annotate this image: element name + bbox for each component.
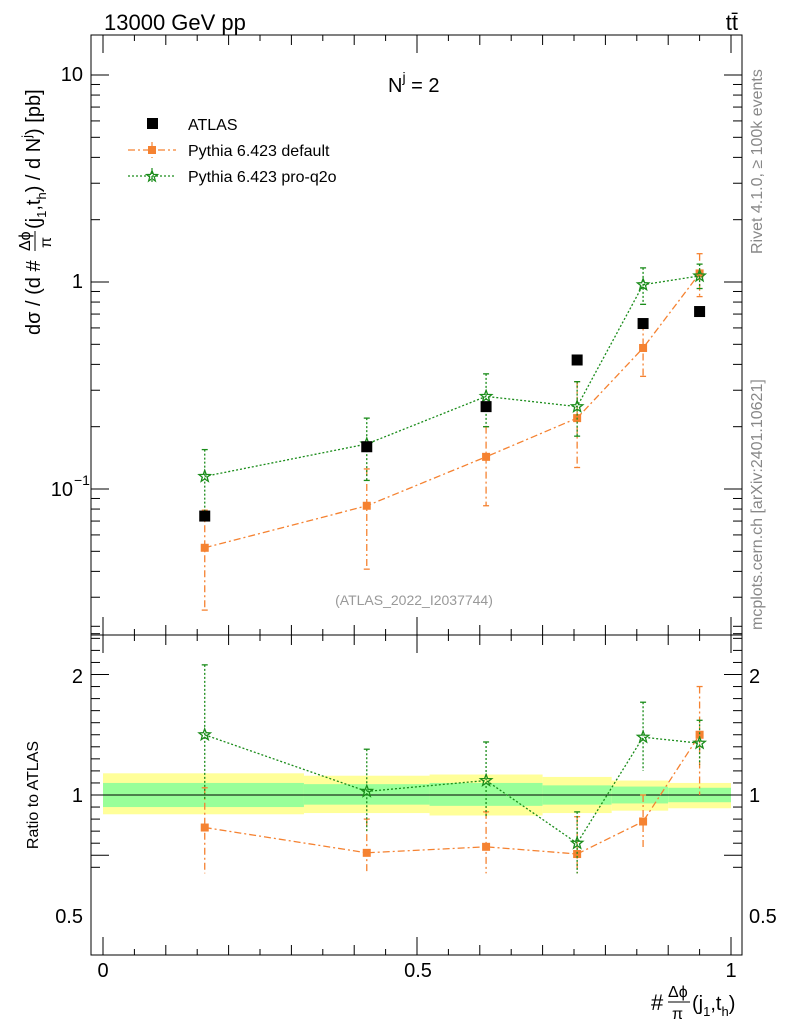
pythia-proq2o-main-point-3 bbox=[569, 398, 585, 414]
atlas-point-5 bbox=[694, 306, 706, 318]
pythia-default-ratio-point-3 bbox=[573, 850, 582, 859]
jet-multiplicity-annotation: Nj = 2 bbox=[388, 69, 440, 97]
atlas-point-2 bbox=[480, 401, 492, 413]
pythia-default-ratio-point-1 bbox=[362, 848, 371, 857]
y-tick-label-0.1: 10 bbox=[51, 479, 73, 501]
energy-label: 13000 GeV pp bbox=[104, 10, 246, 35]
atlas-point-4 bbox=[637, 318, 649, 330]
legend-marker-pythia-default bbox=[148, 146, 156, 154]
ratio-y-tick-label-2-right: 2 bbox=[749, 666, 760, 688]
y-tick-label-1: 1 bbox=[72, 271, 83, 293]
legend-label-atlas: ATLAS bbox=[188, 117, 238, 134]
pythia-proq2o-ratio-point-4 bbox=[635, 729, 651, 744]
pythia-default-main-point-2 bbox=[482, 452, 491, 461]
legend: ATLAS Pythia 6.423 default Pythia 6.423 … bbox=[128, 117, 337, 186]
pythia-proq2o-main-point-4 bbox=[635, 276, 651, 292]
analysis-id-label: (ATLAS_2022_I2037744) bbox=[335, 592, 493, 608]
legend-label-pythia-default: Pythia 6.423 default bbox=[188, 143, 330, 160]
svg-text:dσ / (d #: dσ / (d # bbox=[23, 260, 45, 335]
ratio-y-axis-label: Ratio to ATLAS bbox=[25, 741, 42, 849]
svg-text:Δϕ: Δϕ bbox=[668, 984, 688, 1001]
legend-marker-pythia-proq2o bbox=[144, 168, 160, 183]
svg-text:(j1,th) / d Nj) [pb]: (j1,th) / d Nj) [pb] bbox=[19, 89, 49, 229]
x-tick-label-0: 0 bbox=[97, 960, 108, 982]
pythia-default-ratio-point-5 bbox=[695, 730, 704, 739]
x-tick-label-0.5: 0.5 bbox=[404, 960, 432, 982]
pythia-proq2o-ratio-point-5 bbox=[692, 735, 708, 750]
ratio-y-tick-label-1-left: 1 bbox=[72, 785, 83, 807]
pythia-proq2o-main-point-5 bbox=[692, 268, 708, 283]
legend-marker-atlas bbox=[147, 118, 158, 129]
x-tick-label-1: 1 bbox=[725, 960, 736, 982]
svg-text:Δϕ: Δϕ bbox=[17, 231, 34, 251]
pythia-default-ratio-point-4 bbox=[639, 817, 648, 826]
ratio-y-tick-label-2-left: 2 bbox=[72, 666, 83, 688]
svg-text:π: π bbox=[38, 237, 55, 248]
pythia-default-main-point-0 bbox=[200, 543, 209, 552]
pythia-proq2o-main-point-2 bbox=[478, 388, 494, 403]
pythia-default-main-line bbox=[204, 273, 701, 549]
rivet-version-label: Rivet 4.1.0, ≥ 100k events bbox=[749, 69, 766, 254]
pythia-proq2o-ratio-point-2 bbox=[478, 772, 494, 787]
legend-label-pythia-proq2o: Pythia 6.423 pro-q2o bbox=[188, 169, 337, 186]
pythia-proq2o-ratio-point-0 bbox=[197, 726, 213, 742]
pythia-default-ratio-line bbox=[204, 734, 701, 855]
pythia-proq2o-ratio-point-3 bbox=[569, 835, 585, 850]
pythia-default-ratio-point-2 bbox=[482, 842, 491, 851]
atlas-point-3 bbox=[571, 354, 583, 366]
pythia-default-main-point-4 bbox=[639, 343, 648, 352]
pythia-proq2o-ratio-line bbox=[204, 734, 700, 845]
pythia-default-main-point-1 bbox=[362, 501, 371, 510]
ratio-y-tick-label-0.5-right: 0.5 bbox=[749, 906, 777, 928]
mcplots-site-label: mcplots.cern.ch [arXiv:2401.10621] bbox=[749, 379, 766, 630]
svg-text:#: # bbox=[651, 990, 664, 1015]
pythia-default-ratio-point-0 bbox=[200, 823, 209, 832]
pythia-proq2o-main-point-0 bbox=[197, 468, 213, 483]
main-y-axis-label: dσ / (d # Δϕ π (j1,th) / d Nj) [pb] bbox=[17, 89, 55, 335]
x-axis-label: # Δϕ π (j1,th) bbox=[651, 984, 735, 1023]
atlas-point-0 bbox=[199, 510, 211, 522]
y-tick-label-10: 10 bbox=[61, 64, 83, 86]
ratio-y-tick-label-1-right: 1 bbox=[749, 785, 760, 807]
data-series bbox=[197, 253, 708, 874]
pythia-proq2o-main-line bbox=[204, 275, 700, 478]
pythia-proq2o-ratio-point-1 bbox=[359, 783, 375, 798]
ratio-y-tick-label-0.5-left: 0.5 bbox=[55, 906, 83, 928]
y-tick-label-0.1-exponent: −1 bbox=[74, 472, 90, 488]
y-tick-label-0.1-base: 10 bbox=[51, 479, 73, 501]
process-label: tt̄ bbox=[726, 10, 738, 35]
svg-text:π: π bbox=[672, 1006, 683, 1023]
atlas-point-1 bbox=[361, 441, 373, 453]
svg-text:(j1,th): (j1,th) bbox=[692, 993, 735, 1019]
ratio-uncertainty-band bbox=[103, 773, 731, 816]
axis-tick-marks bbox=[91, 35, 742, 955]
